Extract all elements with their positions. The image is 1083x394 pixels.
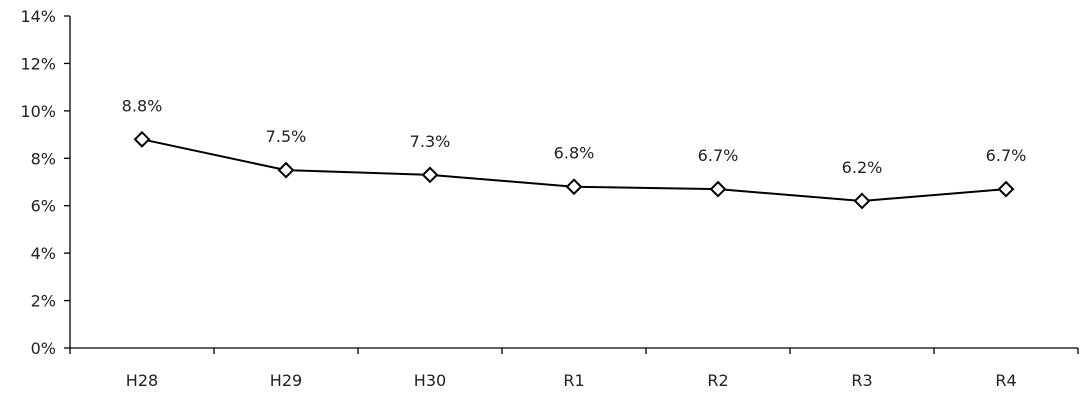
x-tick-label: R4 <box>995 371 1016 390</box>
y-tick-label: 10% <box>20 102 56 121</box>
data-point-marker <box>277 161 295 179</box>
data-point-marker <box>853 192 871 210</box>
data-label: 6.2% <box>842 158 883 177</box>
x-tick-label: H28 <box>126 371 158 390</box>
x-tick-label: R2 <box>707 371 728 390</box>
data-label: 7.3% <box>410 132 451 151</box>
data-point-marker <box>133 130 151 148</box>
data-label: 6.7% <box>986 146 1027 165</box>
data-point-marker <box>709 180 727 198</box>
x-tick-label: H29 <box>270 371 302 390</box>
x-tick-label: R3 <box>851 371 872 390</box>
data-label: 8.8% <box>122 96 163 115</box>
y-tick-label: 8% <box>31 149 56 168</box>
y-tick-label: 6% <box>31 197 56 216</box>
x-tick-label: H30 <box>414 371 446 390</box>
data-point-marker <box>997 180 1015 198</box>
y-tick-label: 4% <box>31 244 56 263</box>
y-tick-label: 0% <box>31 339 56 358</box>
data-point-marker <box>421 166 439 184</box>
y-tick-label: 12% <box>20 54 56 73</box>
y-tick-label: 14% <box>20 7 56 26</box>
data-label: 6.8% <box>554 144 595 163</box>
data-label: 6.7% <box>698 146 739 165</box>
y-tick-label: 2% <box>31 292 56 311</box>
data-point-marker <box>565 178 583 196</box>
x-tick-label: R1 <box>563 371 584 390</box>
data-label: 7.5% <box>266 127 307 146</box>
